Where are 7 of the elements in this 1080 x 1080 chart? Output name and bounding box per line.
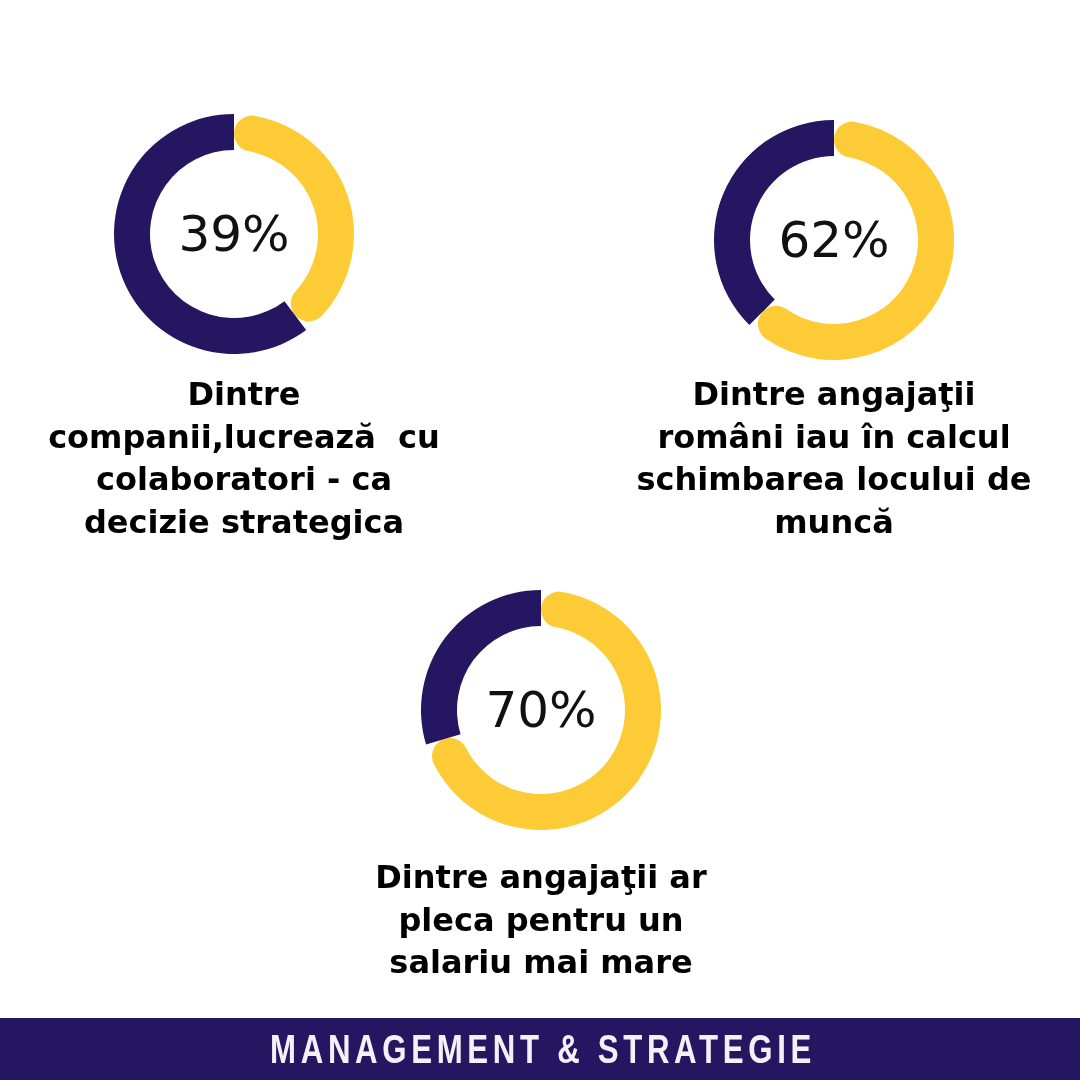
text: 70% xyxy=(485,681,597,739)
text: Dintre companii,lucrează cu colaboratori - ca decizie strategica xyxy=(48,375,440,541)
text: 62% xyxy=(778,211,890,269)
text: 39% xyxy=(178,205,290,263)
text: MANAGEMENT & STRATEGIE xyxy=(270,1027,816,1072)
text: Dintre angajaţii ar pleca pentru un salariu mai mare xyxy=(375,858,707,981)
text: Dintre angajaţii români iau în calcul schimbarea locului de muncă xyxy=(636,375,1032,541)
